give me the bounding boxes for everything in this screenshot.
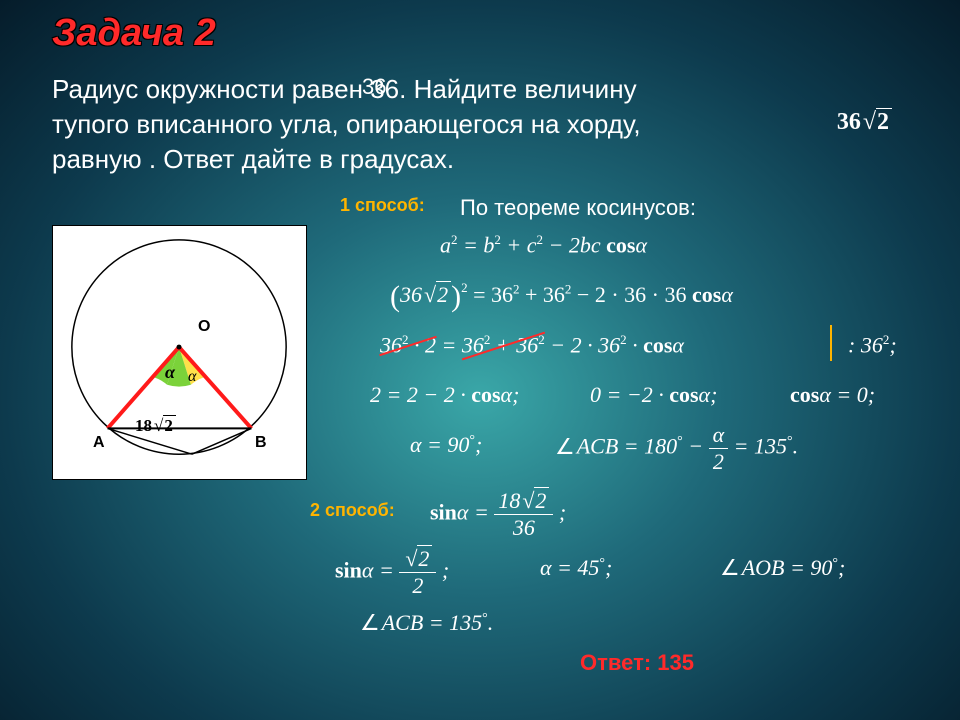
label-o: O [198,318,210,336]
answer-label: Ответ: 135 [580,650,694,676]
alpha-label-2: α [188,368,196,386]
divider-bar [830,325,832,361]
label-b: B [255,434,267,452]
problem-line1: Радиус окружности равен 36. Найдите вели… [52,74,637,104]
label-a: A [93,434,105,452]
half-chord-label: 182 [135,416,176,436]
eq-law-cosines: a2 = b2 + c2 − 2bc cosα [440,232,647,258]
eq-sin2: sinα = 22 ; [335,548,449,597]
eq-simplify1: 362 · 2 = 362 + 362 − 2 · 362 · cosα [380,332,684,358]
label-c: C [182,462,194,480]
eq-aob90: AOB = 90; [720,555,845,581]
geometry-diagram: O A B α α 182 [52,225,307,480]
eq-line4b: 0 = −2 · cosα; [590,382,717,408]
eq-sin1: sinα = 18236 ; [430,490,566,539]
problem-line2: тупого вписанного угла, опирающегося на … [52,109,641,139]
problem-title: Задача 2 [52,12,216,55]
method1-theorem: По теореме косинусов: [460,195,696,221]
method2-label: 2 способ: [310,500,395,521]
eq-alpha45: α = 45; [540,555,612,581]
chord-value: 362 [837,106,892,138]
alpha-label-1: α [165,362,175,383]
problem-line3: равную . Ответ дайте в градусах. [52,144,454,174]
eq-acb: ACB = 180 − α2 = 135. [555,424,798,473]
eq-divide: : 362; [848,332,897,358]
eq-alpha90: α = 90; [410,432,482,458]
radius-dup: 36 [362,72,386,102]
eq-line4c: cosα = 0; [790,382,875,408]
problem-statement: Радиус окружности равен 36. Найдите вели… [52,72,902,177]
eq-substitution: (362)2 = 362 + 362 − 2 · 36 · 36 cosα [390,280,733,314]
method1-label: 1 способ: [340,195,425,216]
eq-line4a: 2 = 2 − 2 · cosα; [370,382,519,408]
eq-acb135: ACB = 135. [360,610,493,636]
